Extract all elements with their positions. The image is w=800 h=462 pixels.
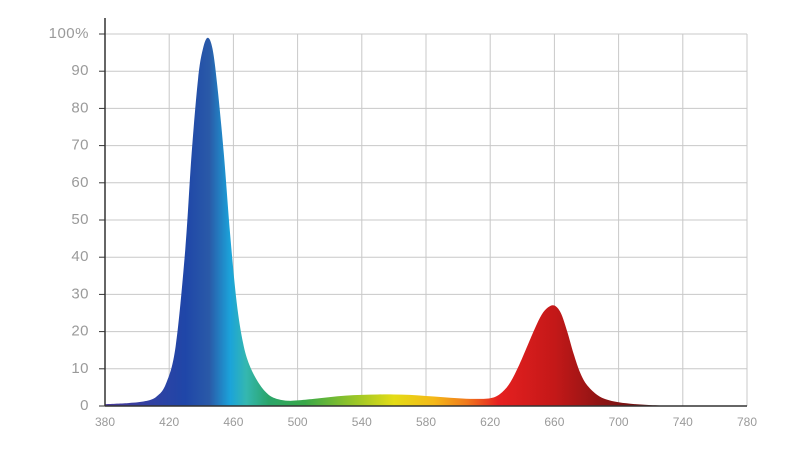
x-tick-label-6: 620	[480, 415, 500, 429]
y-tick-label-9: 90	[71, 62, 89, 79]
y-tick-label-6: 60	[71, 174, 89, 191]
y-tick-label-7: 70	[71, 137, 89, 154]
plot-area	[105, 37, 667, 406]
x-tick-label-1: 420	[159, 415, 179, 429]
x-tick-label-7: 660	[544, 415, 564, 429]
y-tick-label-2: 20	[71, 323, 89, 340]
x-tick-label-0: 380	[95, 415, 115, 429]
x-tick-label-9: 740	[673, 415, 693, 429]
x-tick-label-5: 580	[416, 415, 436, 429]
x-tick-label-10: 780	[737, 415, 757, 429]
x-tick-label-8: 700	[609, 415, 629, 429]
y-tick-label-3: 30	[71, 285, 89, 302]
x-tick-label-2: 460	[223, 415, 243, 429]
y-tick-label-8: 80	[71, 99, 89, 116]
y-tick-label-10: 100%	[49, 25, 89, 42]
x-tick-label-3: 500	[288, 415, 308, 429]
y-tick-label-0: 0	[80, 397, 89, 414]
x-tick-label-4: 540	[352, 415, 372, 429]
x-axis-ticks: 380 420 460 500 540 580 620 660 700 740 780	[95, 415, 757, 429]
spectrum-area	[105, 37, 667, 406]
y-tick-label-1: 10	[71, 360, 89, 377]
y-axis-ticks: 0 10 20 30 40 50 60 70 80 90 100%	[49, 25, 105, 414]
y-tick-label-4: 40	[71, 248, 89, 265]
axes	[104, 18, 747, 407]
y-tick-label-5: 50	[71, 211, 89, 228]
